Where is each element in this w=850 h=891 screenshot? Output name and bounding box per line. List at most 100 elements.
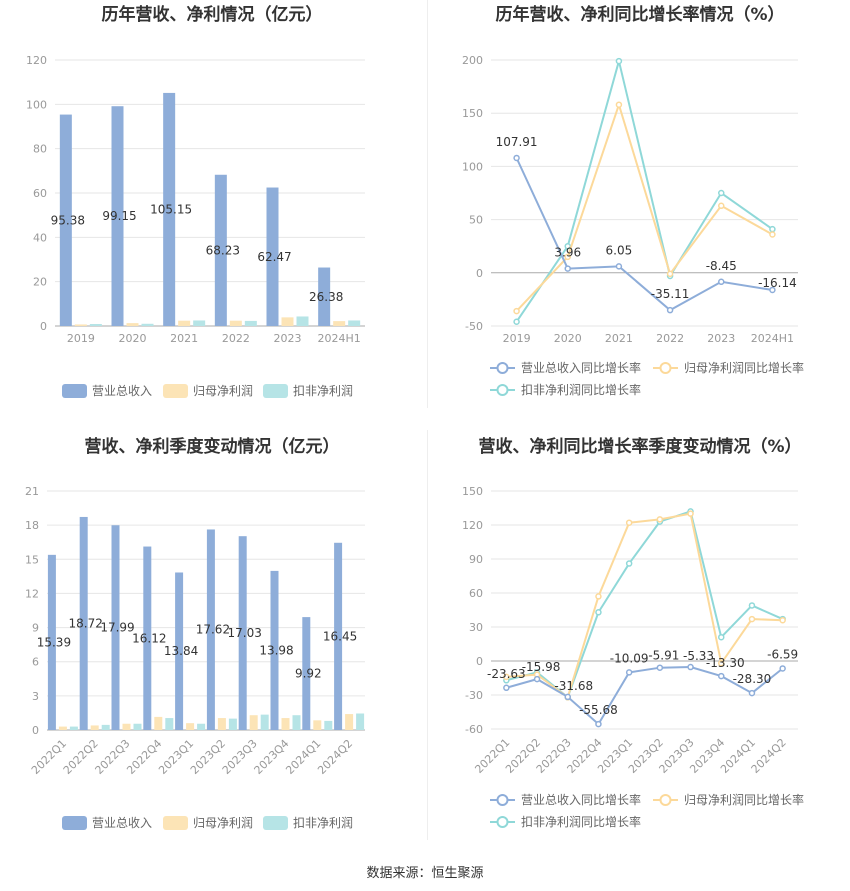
bar-data-label: 13.84 <box>164 644 198 658</box>
y-tick-label: 120 <box>26 54 47 67</box>
x-tick-label: 2021 <box>170 332 198 345</box>
data-point <box>564 242 571 250</box>
bar-data-label: 16.12 <box>132 631 166 645</box>
data-point <box>513 154 520 162</box>
bar-data-label: 17.62 <box>196 623 230 637</box>
x-tick-label: 2020 <box>554 332 582 345</box>
line-data-label: 3.96 <box>554 246 581 260</box>
data-point <box>687 663 694 671</box>
chart-title: 营收、净利同比增长率季度变动情况（%） <box>478 436 801 457</box>
line-data-label: 107.91 <box>496 135 538 149</box>
bar <box>345 714 354 730</box>
bar <box>296 316 309 326</box>
bar <box>47 554 56 730</box>
data-point <box>503 673 510 681</box>
bar <box>281 718 290 730</box>
panel-divider-bottom <box>427 430 428 840</box>
legend-marker <box>659 794 672 806</box>
annual-growth-rate-chart: 历年营收、净利同比增长率情况（%） -50 0 50 100 150 200 2019 2020… <box>428 0 850 410</box>
bar <box>334 542 343 730</box>
y-tick-label: 200 <box>462 54 483 67</box>
bar <box>244 320 257 326</box>
bar <box>178 320 191 326</box>
legend-swatch <box>163 384 188 398</box>
data-point <box>718 660 725 667</box>
data-point <box>615 263 623 270</box>
bar <box>302 617 311 730</box>
annual-revenue-profit-chart: 历年营收、净利情况（亿元） 0 20 40 60 80 100 120 2019 2020 2021… <box>0 0 425 410</box>
legend-label: 归母净利润 <box>193 816 253 830</box>
bar <box>249 715 258 730</box>
line-data-label: -5.91 <box>648 649 679 663</box>
legend-marker <box>496 384 509 396</box>
bar <box>206 529 215 730</box>
legend-label: 营业总收入同比增长率 <box>521 792 641 807</box>
bar <box>111 525 120 730</box>
bar-data-label: 9.92 <box>295 667 322 681</box>
bar <box>101 724 110 730</box>
data-point <box>595 720 602 728</box>
y-tick-label: 80 <box>33 143 47 156</box>
legend-label: 营业总收入 <box>92 384 152 398</box>
bar <box>333 321 346 326</box>
legend-label: 扣非净利润 <box>293 816 353 830</box>
bar <box>186 723 195 730</box>
legend-label: 扣非净利润同比增长率 <box>521 814 641 829</box>
bar <box>126 323 139 326</box>
data-point <box>779 665 786 672</box>
bar-data-label: 62.47 <box>257 250 291 264</box>
data-point <box>769 231 776 238</box>
line-data-label: -8.45 <box>706 259 737 273</box>
data-point <box>656 664 664 671</box>
bar <box>141 323 154 326</box>
series-line <box>515 101 773 312</box>
bar <box>69 726 78 730</box>
data-point <box>656 516 664 523</box>
data-point <box>625 669 633 676</box>
y-tick-label: 120 <box>462 519 483 532</box>
data-point <box>564 693 571 701</box>
y-tick-label: 0 <box>40 320 47 333</box>
x-tick-label: 2024Q2 <box>315 737 355 777</box>
y-tick-label: 60 <box>33 187 47 200</box>
chart-title: 历年营收、净利情况（亿元） <box>102 4 323 25</box>
line-data-label: -15.98 <box>522 660 561 674</box>
line-data-label: -13.30 <box>706 656 745 670</box>
legend-swatch <box>62 384 87 398</box>
bar <box>197 723 206 730</box>
y-tick-label: 9 <box>32 622 39 635</box>
y-tick-label: 60 <box>469 587 483 600</box>
x-tick-label: 2024H1 <box>318 332 361 345</box>
data-point <box>718 672 725 680</box>
bar <box>324 720 333 730</box>
x-tick-label: 2019 <box>67 332 95 345</box>
data-point <box>748 689 756 697</box>
bar-data-label: 26.38 <box>309 290 343 304</box>
data-point <box>625 519 633 526</box>
bar <box>228 718 237 730</box>
line-data-label: -16.14 <box>758 276 797 290</box>
data-point <box>748 615 756 623</box>
chart-title: 营收、净利季度变动情况（亿元） <box>85 436 340 457</box>
y-tick-label: 18 <box>25 519 39 532</box>
data-point <box>625 560 633 567</box>
bar <box>266 187 279 326</box>
x-tick-label: 2020 <box>119 332 147 345</box>
bar-data-label: 13.98 <box>259 643 293 657</box>
bar-data-label: 95.38 <box>51 213 85 227</box>
legend-swatch <box>263 384 288 398</box>
data-point <box>687 510 694 517</box>
bar <box>122 723 131 730</box>
legend-label: 扣非净利润同比增长率 <box>521 382 641 397</box>
legend-label: 营业总收入同比增长率 <box>521 360 641 375</box>
line-data-label: -6.59 <box>767 647 798 661</box>
series-line <box>515 60 773 323</box>
bar <box>58 726 67 730</box>
y-tick-label: 0 <box>476 655 483 668</box>
bar-data-label: 105.15 <box>150 202 192 216</box>
bar <box>111 106 124 326</box>
line-data-label: 6.05 <box>606 243 633 257</box>
data-point <box>564 253 571 261</box>
bar <box>356 713 365 730</box>
bar <box>238 536 247 730</box>
